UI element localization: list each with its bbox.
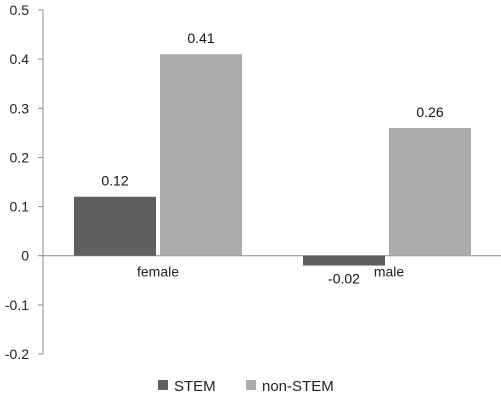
y-tick-label: 0.3 [10,100,30,116]
data-label: 0.41 [187,30,214,46]
y-tick-label: 0.1 [10,199,30,215]
y-tick-label: -0.1 [5,297,29,313]
data-label: -0.02 [328,271,360,287]
x-category-label: female [137,264,179,280]
bars [74,54,471,266]
bar-non-stem-male [389,127,471,256]
legend-label: non-STEM [262,378,334,395]
data-label: 0.12 [101,173,128,189]
bar-non-stem-female [160,54,242,256]
x-category-label: male [374,264,405,280]
data-label: 0.26 [416,104,443,120]
legend: STEM non-STEM [158,378,334,395]
bar-stem-male [303,255,385,266]
y-tick-label: 0.2 [10,149,30,165]
y-tick-label: -0.2 [5,346,29,362]
legend-label: STEM [174,378,216,395]
legend-swatch [158,380,168,390]
bar-stem-female [74,196,156,256]
legend-swatch [246,380,256,390]
y-tick-label: 0.5 [10,2,30,18]
y-tick-label: 0 [21,248,29,264]
x-axis-categories: female male [137,264,404,280]
y-tick-label: 0.4 [10,51,30,67]
data-labels: 0.12 0.41 -0.02 0.26 [101,30,443,286]
